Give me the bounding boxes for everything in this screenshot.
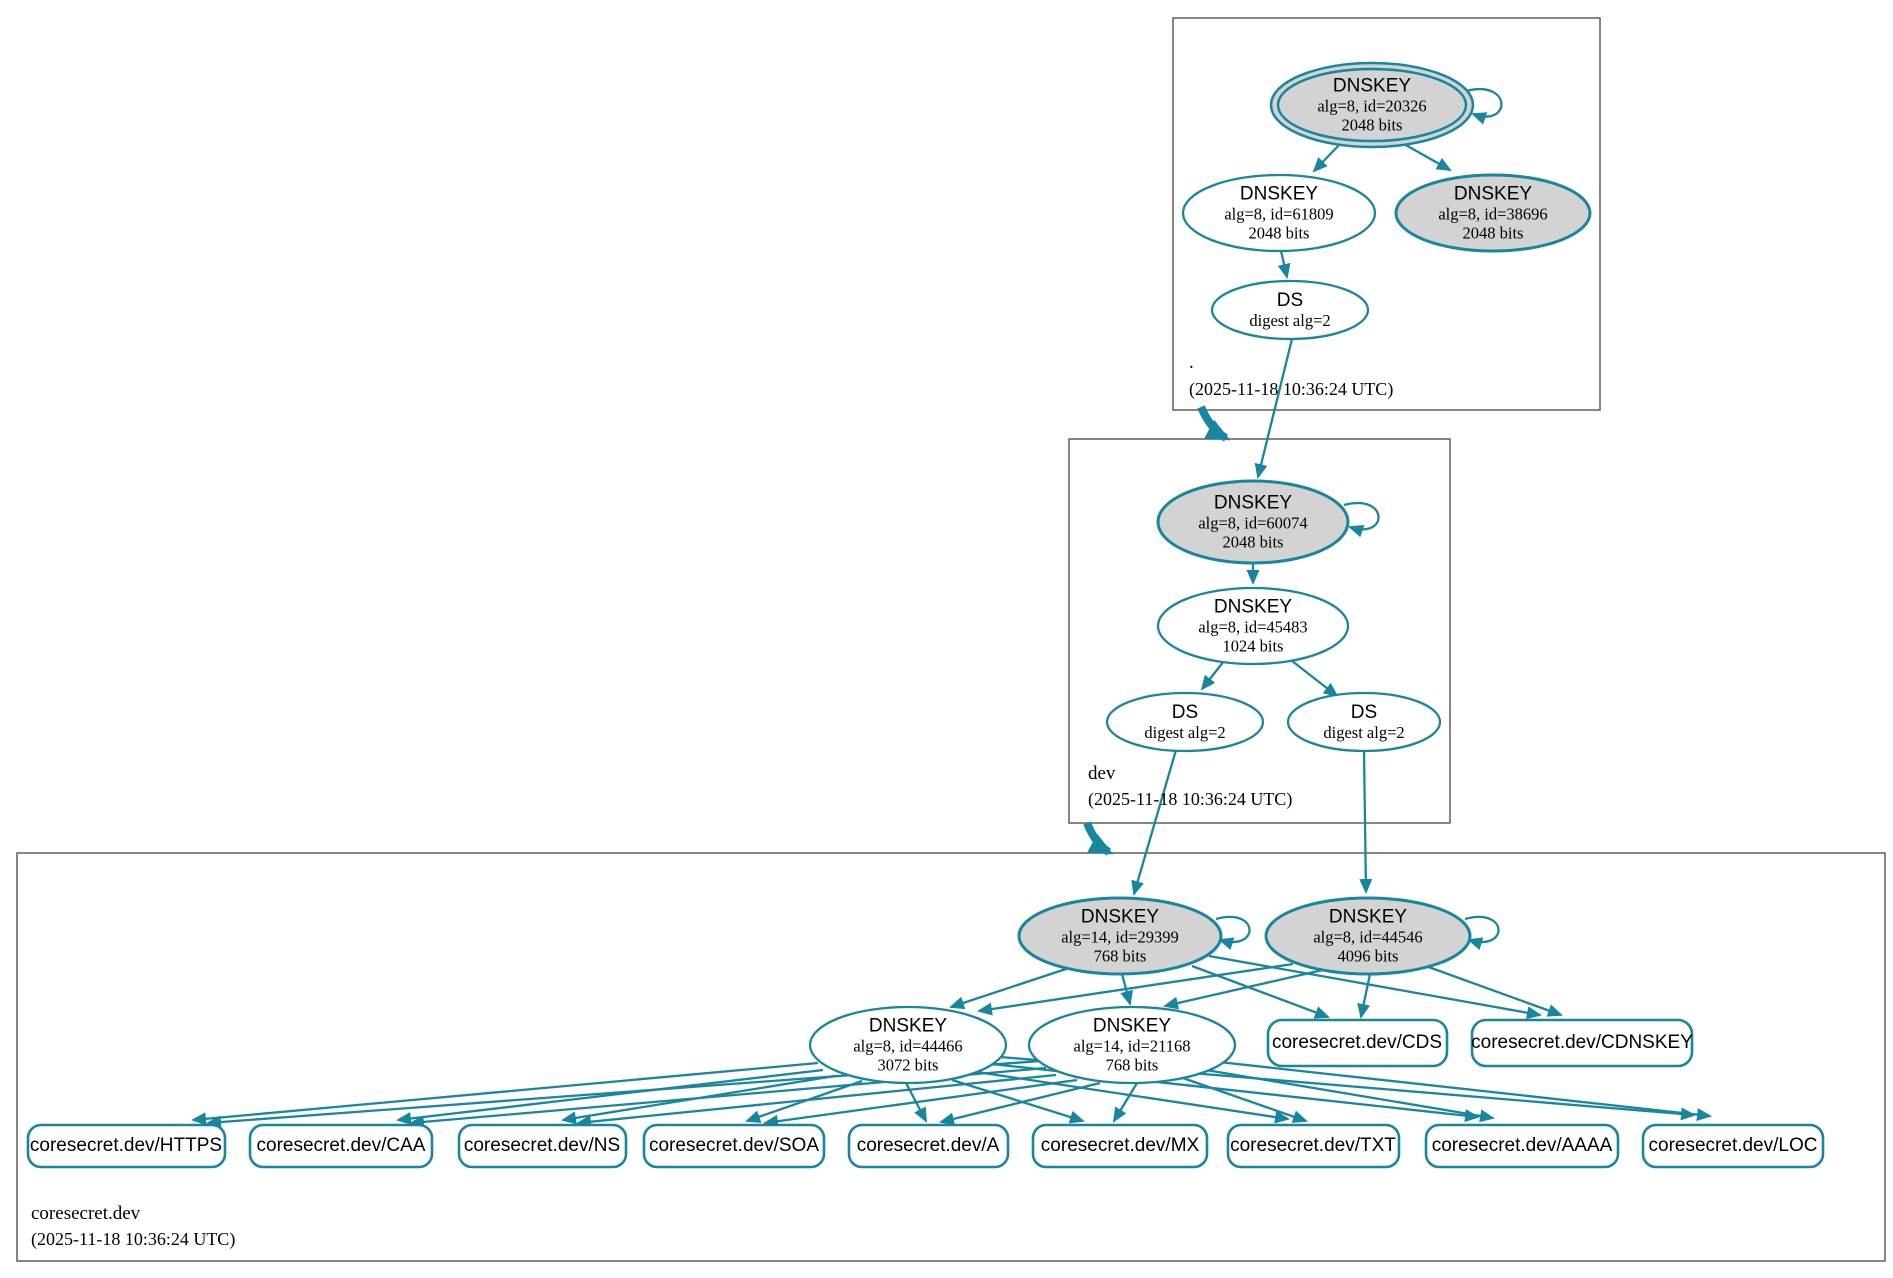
dev-ksk-node: [1156, 479, 1350, 565]
edge-dev-ds-left-to-cs-ksk1: [1131, 749, 1178, 896]
dev-zsk-label: DNSKEY alg=8, id=45483 1024 bits: [1198, 596, 1308, 656]
edge-cs-zsk2-to-soa: [763, 1078, 1078, 1128]
edge-cs-ksk1-to-cdnskey: [1208, 954, 1542, 1020]
rrset-caa-node: [248, 1123, 434, 1169]
rrset-txt-node: [1226, 1123, 1401, 1169]
root-ds-label: DS digest alg=2: [1249, 290, 1331, 330]
rrset-mx-node: [1031, 1123, 1209, 1169]
edge-cs-ksk2-to-cds: [1357, 973, 1372, 1019]
edge-root-zsk-to-ds: [1277, 250, 1291, 279]
rrset-soa-node: [642, 1123, 826, 1169]
root-ds-node: [1210, 279, 1370, 341]
edge-cs-ksk2-selfloop: [1464, 915, 1500, 950]
coresecret-cdnskey-node: [1470, 1018, 1694, 1068]
coresecret-ksk2-node: [1264, 896, 1472, 976]
edge-root-ksk-selfloop: [1465, 88, 1503, 125]
edge-root-ds-to-dev-ksk: [1254, 338, 1294, 479]
edge-delegation-dev-to-coresecret: [1083, 821, 1114, 856]
root-ksk-label: DNSKEY alg=8, id=20326 2048 bits: [1317, 75, 1427, 135]
edge-cs-zsk2-to-mx: [1112, 1082, 1138, 1123]
rrset-loc-node: [1641, 1123, 1825, 1169]
root-standby-key-node: [1394, 173, 1592, 253]
coresecret-cds-node: [1266, 1018, 1449, 1068]
edge-cs-zsk2-to-ns: [576, 1073, 1057, 1129]
edge-cs-zsk1-to-txt: [976, 1070, 1290, 1124]
rrset-https-node: [26, 1123, 227, 1169]
edge-cs-ksk2-to-zsk2: [1163, 967, 1328, 1010]
zone-name-coresecret: coresecret.dev: [31, 1203, 141, 1224]
rrset-ns-node: [457, 1123, 628, 1169]
zone-timestamp-coresecret: (2025-11-18 10:36:24 UTC): [31, 1229, 236, 1249]
dev-zsk-node: [1156, 586, 1350, 666]
edge-cs-ksk2-to-zsk1: [977, 962, 1294, 1016]
zone-timestamp-root: (2025-11-18 10:36:24 UTC): [1189, 379, 1394, 399]
zone-timestamp-dev: (2025-11-18 10:36:24 UTC): [1088, 789, 1293, 809]
edge-cs-ksk1-selfloop: [1215, 915, 1251, 950]
root-standby-key-label: DNSKEY alg=8, id=38696 2048 bits: [1438, 183, 1548, 243]
dev-ksk-label: DNSKEY alg=8, id=60074 2048 bits: [1198, 492, 1308, 552]
edge-cs-zsk1-to-mx: [951, 1078, 1085, 1124]
coresecret-ksk2-label: DNSKEY alg=8, id=44546 4096 bits: [1313, 906, 1423, 966]
coresecret-zsk1-label: DNSKEY alg=8, id=44466 3072 bits: [853, 1015, 963, 1075]
coresecret-zsk1-node: [808, 1005, 1008, 1085]
rrset-https-label: coresecret.dev/HTTPS: [29, 1135, 223, 1156]
dev-ds-right-node: [1286, 691, 1442, 753]
coresecret-zsk2-node: [1027, 1005, 1237, 1085]
rrset-mx-label: coresecret.dev/MX: [1040, 1135, 1200, 1156]
rrset-soa-label: coresecret.dev/SOA: [648, 1135, 820, 1156]
edge-cs-zsk2-to-aaaa: [1205, 1068, 1495, 1123]
zone-name-dev: dev: [1088, 763, 1116, 784]
edge-dev-zsk-to-ds-right: [1286, 656, 1339, 698]
coresecret-ksk1-node: [1017, 896, 1223, 976]
coresecret-cds-label: coresecret.dev/CDS: [1271, 1032, 1443, 1053]
dev-ds-left-node: [1105, 691, 1265, 753]
rrset-aaaa-node: [1424, 1123, 1620, 1169]
root-zsk-node: [1181, 173, 1377, 253]
zone-box-dev: [1068, 438, 1451, 824]
rrset-ns-label: coresecret.dev/NS: [463, 1135, 621, 1156]
edge-cs-zsk2-to-txt: [1179, 1075, 1308, 1123]
edge-cs-zsk1-to-https: [191, 1061, 819, 1126]
dev-ds-right-label: DS digest alg=2: [1323, 702, 1405, 742]
edge-cs-ksk2-to-cdnskey: [1422, 963, 1563, 1017]
edge-cs-zsk1-to-caa: [396, 1068, 824, 1125]
rrset-loc-label: coresecret.dev/LOC: [1648, 1135, 1818, 1156]
zone-name-root: .: [1189, 352, 1194, 373]
edge-cs-ksk1-to-zsk1: [949, 965, 1073, 1010]
edge-root-ksk-to-zsk: [1312, 143, 1341, 173]
rrset-a-label: coresecret.dev/A: [856, 1135, 1000, 1156]
edge-cs-zsk2-to-loc: [1218, 1060, 1712, 1122]
rrset-a-node: [847, 1123, 1010, 1169]
edge-cs-ksk1-to-cds: [1191, 964, 1330, 1019]
dev-ds-left-label: DS digest alg=2: [1144, 702, 1226, 742]
coresecret-cdnskey-label: coresecret.dev/CDNSKEY: [1471, 1032, 1693, 1053]
edge-dev-ksk-selfloop: [1343, 502, 1380, 538]
zone-box-coresecret: [16, 852, 1886, 1262]
root-ksk-node-inner-ring: [1276, 67, 1468, 143]
zone-box-root: [1172, 17, 1601, 411]
rrset-caa-label: coresecret.dev/CAA: [256, 1135, 426, 1156]
edge-cs-zsk2-to-a: [939, 1081, 1101, 1126]
rrset-txt-label: coresecret.dev/TXT: [1230, 1135, 1396, 1156]
root-ksk-node: [1269, 61, 1475, 149]
coresecret-zsk2-label: DNSKEY alg=14, id=21168 768 bits: [1073, 1015, 1191, 1075]
rrset-aaaa-label: coresecret.dev/AAAA: [1431, 1135, 1613, 1156]
edge-dev-zsk-to-ds-left: [1200, 660, 1225, 691]
edge-dev-ds-right-to-cs-ksk2: [1359, 750, 1373, 894]
coresecret-ksk1-label: DNSKEY alg=14, id=29399 768 bits: [1061, 906, 1179, 966]
edge-root-ksk-to-standby: [1403, 142, 1452, 172]
edge-delegation-root-to-dev: [1197, 405, 1231, 442]
root-zsk-label: DNSKEY alg=8, id=61809 2048 bits: [1224, 183, 1334, 243]
